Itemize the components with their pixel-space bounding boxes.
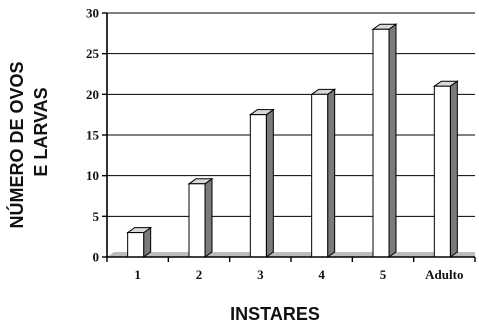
bar-front-1 <box>127 232 145 258</box>
y-tick-label-15: 15 <box>86 128 100 143</box>
x-tick-label-4: 4 <box>318 267 325 282</box>
y-tick-label-0: 0 <box>93 250 100 265</box>
bar-front-4 <box>311 93 329 258</box>
bar-front-3 <box>249 114 267 258</box>
bar-side-2 <box>204 177 213 258</box>
gridlines <box>107 12 475 217</box>
bar-side-3 <box>265 108 274 258</box>
x-tick-label-1: 1 <box>134 267 141 282</box>
bar-1 <box>126 226 153 258</box>
x-tick-label-Adulto: Adulto <box>425 267 463 282</box>
x-axis-label: INSTARES <box>230 304 320 324</box>
x-tick-label-5: 5 <box>380 267 387 282</box>
y-tick-label-10: 10 <box>86 168 99 183</box>
bar-side-Adulto <box>449 80 458 258</box>
bar-front-Adulto <box>433 85 451 258</box>
bar-front-5 <box>372 28 390 258</box>
bar-side-5 <box>388 23 397 258</box>
y-tick-label-5: 5 <box>93 209 100 224</box>
bar-side-4 <box>327 88 336 258</box>
bars <box>126 23 459 258</box>
x-tick-label-3: 3 <box>257 267 264 282</box>
y-axis-label-line-2: E LARVAS <box>31 87 51 176</box>
y-axis-label-line-1: NÚMERO DE OVOS <box>6 61 27 228</box>
bar-4 <box>310 88 337 258</box>
x-tick-labels: 1 2 3 4 5 Adulto <box>134 267 463 282</box>
bar-front-2 <box>188 183 206 258</box>
y-tick-labels: 0 5 10 15 20 25 30 <box>86 6 100 265</box>
y-tick-label-30: 30 <box>86 6 99 21</box>
bar-5 <box>371 23 398 258</box>
y-tick-label-25: 25 <box>86 46 100 61</box>
y-tick-label-20: 20 <box>86 87 99 102</box>
bar-2 <box>187 177 214 258</box>
bar-3 <box>248 108 275 258</box>
x-tick-label-2: 2 <box>196 267 203 282</box>
bar-Adulto <box>432 80 459 258</box>
axes <box>102 12 476 262</box>
